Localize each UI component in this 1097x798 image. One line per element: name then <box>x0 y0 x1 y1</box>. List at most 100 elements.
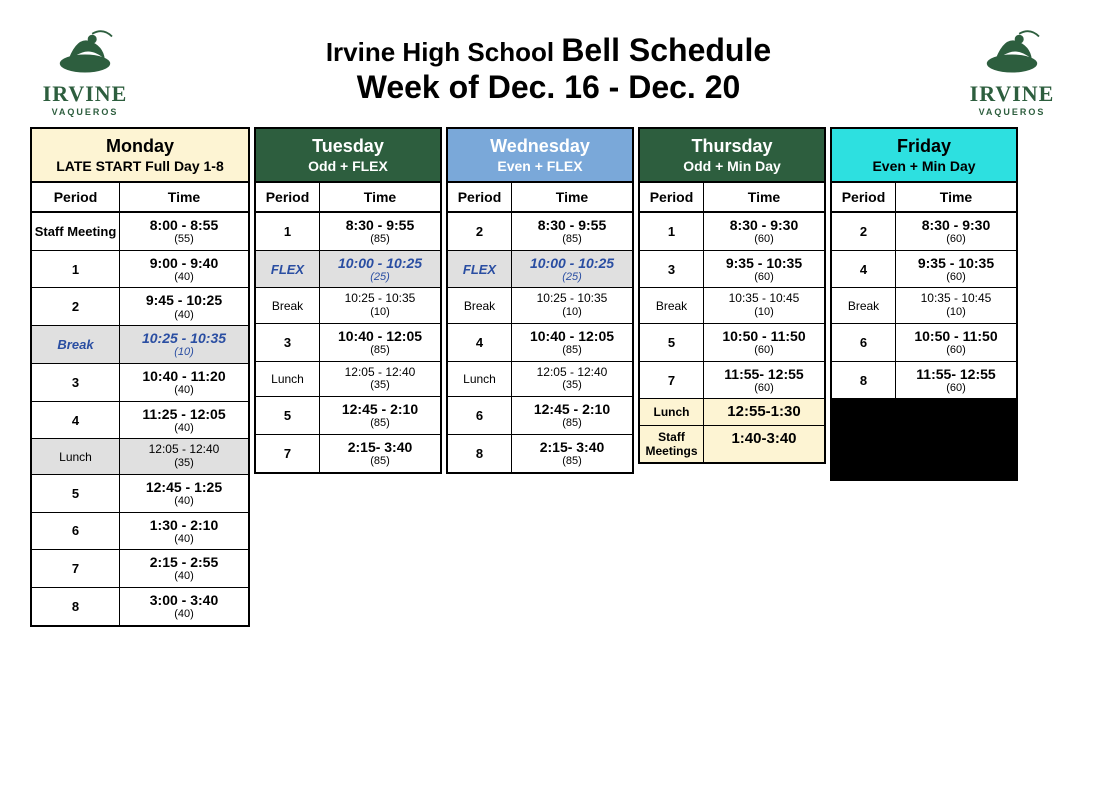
period-label: Period <box>832 183 896 211</box>
time-cell: 11:55- 12:55(60) <box>896 362 1016 399</box>
schedule-row: Staff Meeting8:00 - 8:55(55) <box>32 213 248 251</box>
schedule-row: 310:40 - 11:20(40) <box>32 364 248 402</box>
schedule-row: 18:30 - 9:55(85) <box>256 213 440 251</box>
time-range: 10:00 - 10:25 <box>514 255 630 271</box>
duration: (85) <box>322 455 438 468</box>
blackout-row <box>832 399 1016 439</box>
period-cell: Staff Meetings <box>640 426 704 462</box>
period-cell: 2 <box>32 288 120 325</box>
time-range: 2:15- 3:40 <box>514 439 630 455</box>
period-cell: Staff Meeting <box>32 213 120 250</box>
duration: (85) <box>322 417 438 430</box>
title-week: Week of Dec. 16 - Dec. 20 <box>140 69 957 106</box>
time-range: 12:05 - 12:40 <box>514 366 630 380</box>
schedule-row: 512:45 - 2:10(85) <box>256 397 440 435</box>
time-cell: 12:05 - 12:40(35) <box>320 362 440 396</box>
time-cell: 8:00 - 8:55(55) <box>120 213 248 250</box>
schedule-row: 19:00 - 9:40(40) <box>32 251 248 289</box>
day-name: Wednesday <box>452 135 628 158</box>
time-cell: 8:30 - 9:30(60) <box>896 213 1016 250</box>
title-block: Irvine High School Bell Schedule Week of… <box>140 32 957 106</box>
schedule-row: FLEX10:00 - 10:25(25) <box>256 251 440 289</box>
period-cell: 3 <box>256 324 320 361</box>
time-cell: 11:25 - 12:05(40) <box>120 402 248 439</box>
time-cell: 10:00 - 10:25(25) <box>320 251 440 288</box>
period-cell: Break <box>448 288 512 322</box>
time-cell: 11:55- 12:55(60) <box>704 362 824 399</box>
duration: (60) <box>898 382 1014 395</box>
day-name: Tuesday <box>260 135 436 158</box>
time-range: 1:40-3:40 <box>706 430 822 447</box>
schedule-row: 72:15 - 2:55(40) <box>32 550 248 588</box>
schedule-grid: MondayLATE START Full Day 1-8PeriodTimeS… <box>30 127 1067 627</box>
column-subheader: PeriodTime <box>832 183 1016 213</box>
period-cell: 7 <box>640 362 704 399</box>
period-cell: 6 <box>832 324 896 361</box>
duration: (85) <box>322 233 438 246</box>
schedule-row: 28:30 - 9:55(85) <box>448 213 632 251</box>
schedule-row: 711:55- 12:55(60) <box>640 362 824 400</box>
time-range: 1:30 - 2:10 <box>122 517 246 533</box>
time-cell: 12:55-1:30 <box>704 399 824 424</box>
time-range: 8:00 - 8:55 <box>122 217 246 233</box>
time-range: 8:30 - 9:30 <box>898 217 1014 233</box>
period-cell: 8 <box>832 362 896 399</box>
column-subheader: PeriodTime <box>640 183 824 213</box>
time-label: Time <box>120 183 248 211</box>
time-label: Time <box>320 183 440 211</box>
time-range: 10:35 - 10:45 <box>706 292 822 306</box>
day-header-monday: MondayLATE START Full Day 1-8 <box>32 129 248 183</box>
time-range: 10:40 - 11:20 <box>122 368 246 384</box>
time-cell: 10:00 - 10:25(25) <box>512 251 632 288</box>
time-cell: 12:45 - 2:10(85) <box>320 397 440 434</box>
period-cell: 1 <box>256 213 320 250</box>
duration: (40) <box>122 533 246 546</box>
time-range: 12:55-1:30 <box>706 403 822 420</box>
duration: (60) <box>706 233 822 246</box>
time-range: 8:30 - 9:55 <box>514 217 630 233</box>
schedule-row: Lunch12:05 - 12:40(35) <box>448 362 632 397</box>
period-cell: Break <box>256 288 320 322</box>
day-subtitle: Even + Min Day <box>836 158 1012 176</box>
period-cell: 4 <box>32 402 120 439</box>
period-cell: 6 <box>448 397 512 434</box>
schedule-row: 28:30 - 9:30(60) <box>832 213 1016 251</box>
period-cell: Break <box>832 288 896 322</box>
day-header-tuesday: TuesdayOdd + FLEX <box>256 129 440 183</box>
period-cell: 5 <box>32 475 120 512</box>
duration: (40) <box>122 570 246 583</box>
time-range: 9:35 - 10:35 <box>706 255 822 271</box>
day-name: Friday <box>836 135 1012 158</box>
time-cell: 9:35 - 10:35(60) <box>896 251 1016 288</box>
schedule-row: FLEX10:00 - 10:25(25) <box>448 251 632 289</box>
time-cell: 9:35 - 10:35(60) <box>704 251 824 288</box>
period-cell: 7 <box>256 435 320 472</box>
duration: (40) <box>122 608 246 621</box>
period-cell: Break <box>640 288 704 322</box>
duration: (40) <box>122 271 246 284</box>
time-range: 10:35 - 10:45 <box>898 292 1014 306</box>
title-main: Bell Schedule <box>561 32 771 68</box>
duration: (10) <box>322 306 438 319</box>
period-cell: Lunch <box>256 362 320 396</box>
day-header-thursday: ThursdayOdd + Min Day <box>640 129 824 183</box>
period-cell: 1 <box>32 251 120 288</box>
time-range: 3:00 - 3:40 <box>122 592 246 608</box>
period-label: Period <box>640 183 704 211</box>
time-cell: 9:00 - 9:40(40) <box>120 251 248 288</box>
schedule-row: Lunch12:55-1:30 <box>640 399 824 425</box>
time-range: 12:45 - 1:25 <box>122 479 246 495</box>
time-range: 11:55- 12:55 <box>706 366 822 382</box>
duration: (85) <box>514 455 630 468</box>
duration: (55) <box>122 233 246 246</box>
time-cell: 2:15- 3:40(85) <box>320 435 440 472</box>
day-header-wednesday: WednesdayEven + FLEX <box>448 129 632 183</box>
time-cell: 10:50 - 11:50(60) <box>704 324 824 361</box>
period-cell: 1 <box>640 213 704 250</box>
period-cell: 3 <box>640 251 704 288</box>
period-cell: 4 <box>448 324 512 361</box>
duration: (40) <box>122 495 246 508</box>
schedule-row: 29:45 - 10:25(40) <box>32 288 248 326</box>
logo-subtext: VAQUEROS <box>30 107 140 117</box>
schedule-row: 512:45 - 1:25(40) <box>32 475 248 513</box>
